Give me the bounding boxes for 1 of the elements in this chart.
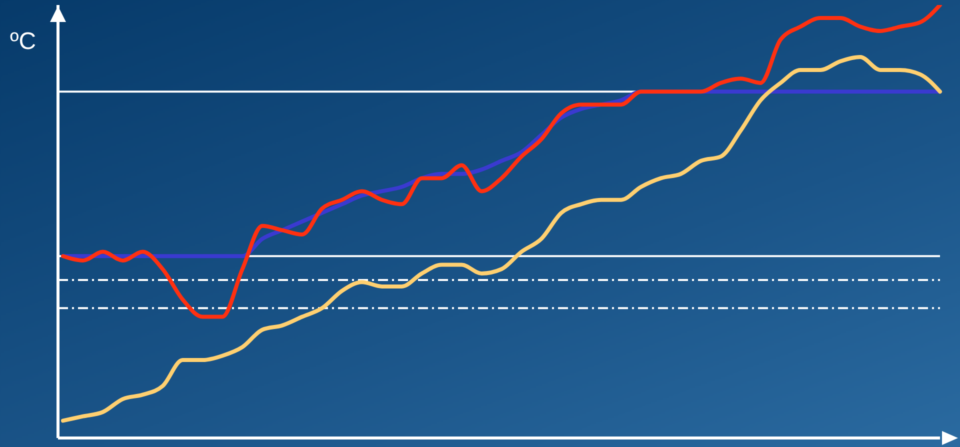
y-axis-title: ºC (10, 28, 36, 56)
